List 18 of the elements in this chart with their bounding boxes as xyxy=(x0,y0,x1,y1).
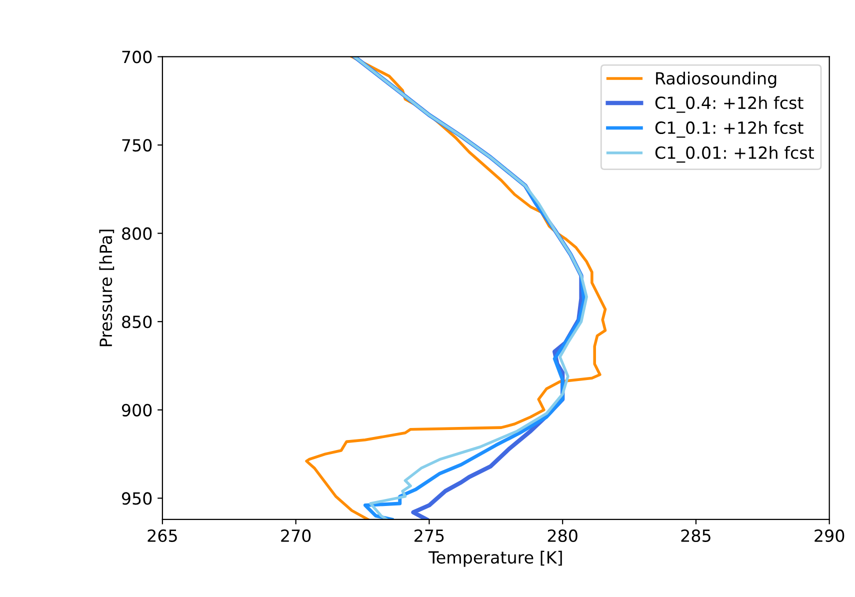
x-tick-label: 270 xyxy=(281,529,311,542)
x-tick-label: 265 xyxy=(148,529,177,542)
x-tick-label: 290 xyxy=(814,529,844,542)
x-tick-label: 275 xyxy=(414,529,444,542)
legend-label: C1_0.01: +12h fcst xyxy=(655,146,814,163)
y-axis-title: Pressure [hPa] xyxy=(99,230,114,346)
y-tick-label: 900 xyxy=(122,404,152,416)
y-tick-label: 750 xyxy=(122,138,152,152)
legend-label: C1_0.4: +12h fcst xyxy=(655,96,804,113)
legend-label: C1_0.1: +12h fcst xyxy=(655,121,804,138)
y-tick-label: 950 xyxy=(122,492,152,505)
y-tick-label: 850 xyxy=(122,316,152,328)
y-tick-label: 800 xyxy=(122,227,152,240)
x-tick-label: 285 xyxy=(681,529,710,542)
legend-label: Radiosounding xyxy=(656,72,776,88)
x-axis-title: Temperature [K] xyxy=(428,550,562,567)
x-tick-label: 280 xyxy=(548,529,578,542)
y-tick-label: 700 xyxy=(122,50,152,64)
